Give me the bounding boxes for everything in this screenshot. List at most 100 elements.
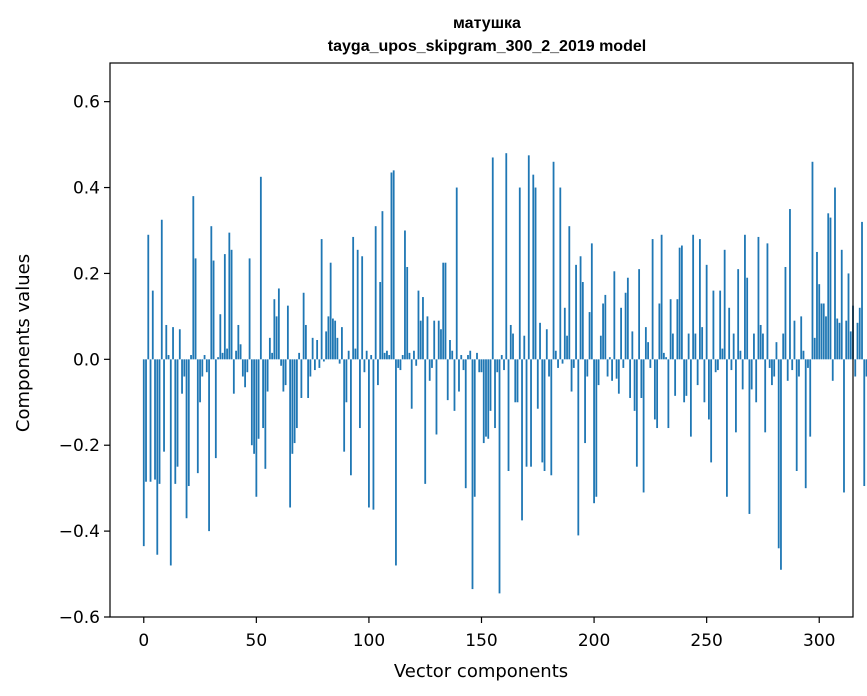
bar-314 [849, 331, 852, 360]
bar-245 [694, 333, 697, 360]
bar-210 [615, 359, 618, 379]
bar-89 [343, 359, 346, 452]
bar-175 [536, 359, 539, 409]
bar-246 [696, 359, 699, 386]
bar-23 [194, 258, 197, 360]
bar-90 [345, 359, 348, 403]
bar-267 [744, 234, 746, 360]
y-tick-label: 0.6 [73, 93, 100, 113]
bar-126 [426, 316, 429, 360]
bar-137 [451, 350, 454, 360]
bar-9 [163, 359, 165, 452]
bar-295 [807, 359, 809, 368]
bar-139 [455, 187, 458, 360]
bar-99 [365, 350, 368, 360]
bar-36 [223, 254, 226, 360]
bar-93 [352, 236, 355, 360]
bar-138 [453, 359, 456, 411]
bar-181 [550, 359, 553, 476]
bar-50 [255, 359, 258, 497]
bar-43 [239, 344, 242, 360]
bar-261 [730, 359, 733, 371]
bar-122 [417, 290, 420, 360]
bar-109 [388, 355, 391, 360]
bar-47 [248, 258, 251, 360]
bar-78 [318, 359, 321, 368]
bar-201 [595, 359, 598, 497]
bar-8 [160, 219, 163, 360]
bar-49 [253, 359, 255, 454]
bar-120 [413, 350, 415, 360]
bar-88 [341, 327, 343, 360]
bar-277 [766, 243, 769, 360]
bar-34 [219, 314, 222, 360]
bar-321 [865, 359, 867, 377]
bar-178 [543, 359, 546, 471]
bar-230 [660, 234, 663, 360]
x-tick-label: 150 [465, 631, 497, 651]
bar-214 [624, 292, 627, 360]
bar-113 [397, 359, 400, 368]
bar-125 [424, 359, 427, 484]
bar-46 [246, 359, 249, 373]
bar-239 [680, 245, 683, 360]
bar-124 [422, 297, 424, 360]
bar-290 [795, 359, 798, 471]
bar-132 [440, 329, 442, 360]
bar-226 [651, 239, 654, 360]
bar-41 [235, 350, 237, 360]
bar-217 [631, 331, 634, 360]
bar-176 [539, 322, 541, 360]
bar-69 [298, 352, 301, 360]
bar-242 [687, 333, 690, 360]
bar-257 [721, 348, 724, 360]
bar-255 [717, 359, 719, 371]
bar-236 [674, 359, 677, 396]
bar-224 [647, 342, 650, 360]
x-tick-label: 100 [353, 631, 385, 651]
bar-188 [566, 335, 568, 360]
bar-114 [399, 359, 402, 371]
y-axis-label: Components values [13, 254, 34, 432]
bar-154 [489, 359, 492, 411]
bar-193 [577, 359, 580, 536]
bar-302 [822, 303, 825, 360]
bar-189 [568, 226, 571, 360]
bar-40 [232, 359, 235, 394]
x-tick-label: 0 [138, 631, 149, 651]
bar-105 [379, 282, 382, 360]
y-tick-label: 0.0 [73, 350, 100, 370]
bar-6 [156, 359, 159, 555]
bar-216 [629, 359, 631, 398]
bar-32 [214, 359, 217, 459]
bar-95 [356, 249, 359, 360]
bar-17 [181, 359, 183, 394]
bar-316 [854, 359, 857, 377]
bar-73 [307, 359, 310, 398]
bar-61 [280, 359, 283, 366]
bar-100 [368, 359, 370, 508]
bar-199 [590, 243, 593, 360]
bar-71 [302, 292, 305, 360]
bar-291 [798, 359, 800, 377]
bar-66 [291, 359, 294, 454]
bar-163 [509, 324, 512, 360]
bar-297 [811, 161, 814, 360]
bar-276 [764, 359, 767, 433]
bar-72 [304, 324, 307, 360]
bar-29 [208, 359, 210, 532]
bar-110 [390, 172, 393, 360]
bar-98 [363, 359, 366, 373]
bar-292 [800, 316, 803, 360]
bar-91 [347, 350, 350, 360]
bar-301 [820, 303, 823, 360]
bar-102 [372, 359, 375, 510]
bar-247 [699, 239, 701, 360]
bar-170 [525, 359, 528, 467]
bar-309 [838, 322, 841, 360]
bar-283 [780, 359, 782, 570]
bar-307 [834, 187, 836, 360]
bar-285 [784, 266, 787, 360]
plot-frame [109, 62, 854, 618]
